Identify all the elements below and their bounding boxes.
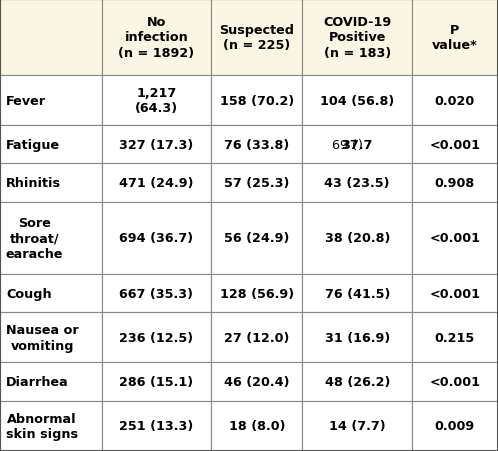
Text: 158 (70.2): 158 (70.2) [220,94,294,107]
Bar [412,274,498,313]
Text: No
infection
(n = 1892): No infection (n = 1892) [119,16,195,60]
Bar [102,202,211,274]
Text: 0.215: 0.215 [435,331,475,344]
Bar [302,363,412,401]
Bar [0,401,102,451]
Bar [302,401,412,451]
Text: Diarrhea: Diarrhea [6,375,69,388]
Text: 327 (17.3): 327 (17.3) [120,138,194,152]
Text: 43 (23.5): 43 (23.5) [325,177,390,190]
Bar [211,164,302,202]
Text: 0.020: 0.020 [435,94,475,107]
Bar [0,202,102,274]
Bar [412,202,498,274]
Text: Nausea or
vomiting: Nausea or vomiting [6,323,79,352]
Bar [302,0,412,76]
Text: 48 (26.2): 48 (26.2) [325,375,390,388]
Text: 56 (24.9): 56 (24.9) [224,232,289,245]
Bar [102,0,211,76]
Text: 38 (20.8): 38 (20.8) [325,232,390,245]
Text: 46 (20.4): 46 (20.4) [224,375,289,388]
Bar [102,363,211,401]
Bar [302,313,412,363]
Bar [412,0,498,76]
Bar [211,401,302,451]
Text: 69 (: 69 ( [332,138,357,152]
Bar [302,164,412,202]
Bar [211,363,302,401]
Bar [412,363,498,401]
Bar [211,126,302,164]
Text: Cough: Cough [6,287,52,300]
Text: 31 (16.9): 31 (16.9) [325,331,390,344]
Text: 0.009: 0.009 [435,419,475,433]
Text: P
value*: P value* [432,23,478,52]
Text: 76 (33.8): 76 (33.8) [224,138,289,152]
Bar [211,76,302,126]
Bar [211,0,302,76]
Bar [0,274,102,313]
Text: 0.908: 0.908 [435,177,475,190]
Text: 57 (25.3): 57 (25.3) [224,177,289,190]
Bar [412,126,498,164]
Bar [412,313,498,363]
Text: 14 (7.7): 14 (7.7) [329,419,385,433]
Text: COVID-19
Positive
(n = 183): COVID-19 Positive (n = 183) [323,16,391,60]
Bar [102,313,211,363]
Bar [102,164,211,202]
Text: 286 (15.1): 286 (15.1) [120,375,194,388]
Text: <0.001: <0.001 [429,375,481,388]
Text: 128 (56.9): 128 (56.9) [220,287,294,300]
Text: 76 (41.5): 76 (41.5) [325,287,390,300]
Bar [302,76,412,126]
Bar [102,401,211,451]
Text: 667 (35.3): 667 (35.3) [120,287,193,300]
Bar [0,76,102,126]
Text: 37.7: 37.7 [342,138,373,152]
Text: Sore
throat/
earache: Sore throat/ earache [6,216,63,260]
Bar [0,126,102,164]
Text: 694 (36.7): 694 (36.7) [120,232,194,245]
Bar [302,126,412,164]
Bar [0,164,102,202]
Bar [0,363,102,401]
Text: 471 (24.9): 471 (24.9) [119,177,194,190]
Text: Abnormal
skin signs: Abnormal skin signs [6,412,78,440]
Text: <0.001: <0.001 [429,287,481,300]
Text: Fever: Fever [6,94,46,107]
Bar [412,76,498,126]
Bar [211,274,302,313]
Bar [102,274,211,313]
Text: 27 (12.0): 27 (12.0) [224,331,289,344]
Text: <0.001: <0.001 [429,232,481,245]
Bar [102,76,211,126]
Bar [0,0,102,76]
Text: 104 (56.8): 104 (56.8) [320,94,394,107]
Bar [302,274,412,313]
Text: 251 (13.3): 251 (13.3) [120,419,194,433]
Text: <0.001: <0.001 [429,138,481,152]
Text: 18 (8.0): 18 (8.0) [229,419,285,433]
Text: 1,217
(64.3): 1,217 (64.3) [135,87,178,115]
Text: 236 (12.5): 236 (12.5) [120,331,194,344]
Text: Rhinitis: Rhinitis [6,177,61,190]
Bar [211,313,302,363]
Bar [412,401,498,451]
Bar [102,126,211,164]
Bar [0,313,102,363]
Bar [211,202,302,274]
Text: ): ) [357,138,362,152]
Text: Fatigue: Fatigue [6,138,60,152]
Text: Suspected
(n = 225): Suspected (n = 225) [219,23,294,52]
Bar [412,164,498,202]
Bar [302,202,412,274]
